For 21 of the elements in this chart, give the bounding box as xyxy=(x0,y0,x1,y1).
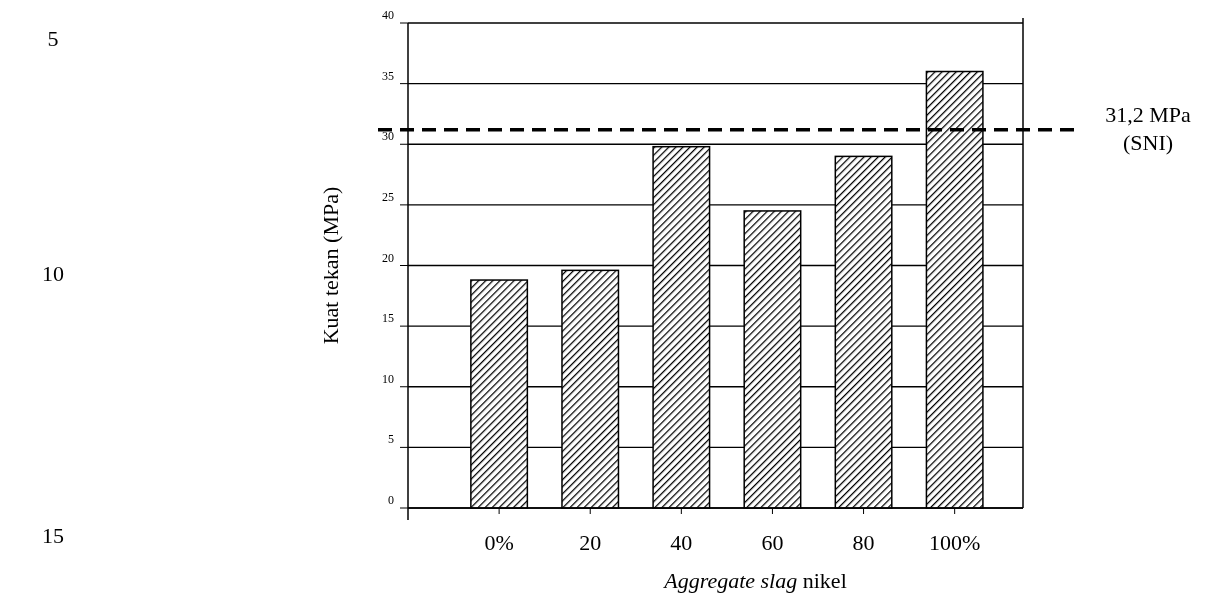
y-tick-label: 5 xyxy=(388,432,394,447)
x-tick-label: 60 xyxy=(761,530,784,555)
y-tick-label: 40 xyxy=(382,8,394,22)
x-axis-title: Aggregate slag nikel xyxy=(662,568,847,593)
text: 10 xyxy=(42,261,64,286)
x-tick-label: 80 xyxy=(852,530,875,555)
y-tick-label: 30 xyxy=(382,129,394,144)
y-tick-label: 20 xyxy=(382,250,394,265)
x-tick-label: 20 xyxy=(579,530,602,555)
y-tick-label: 15 xyxy=(382,311,394,326)
y-tick-label: 25 xyxy=(382,189,394,204)
ref-line-label: 31,2 MPa (SNI) xyxy=(1105,101,1192,155)
text: 5 xyxy=(47,26,59,51)
x-tick-label: 0% xyxy=(484,530,514,555)
x-tick-label: 100% xyxy=(929,530,981,555)
y-tick-label: 35 xyxy=(382,68,394,83)
y-tick-label: 10 xyxy=(382,371,394,386)
x-tick-label: 40 xyxy=(670,530,693,555)
y-tick-label: 0 xyxy=(388,493,394,507)
text: 15 xyxy=(42,523,64,548)
y-axis-title: Kuat tekan (MPa) xyxy=(318,186,343,345)
